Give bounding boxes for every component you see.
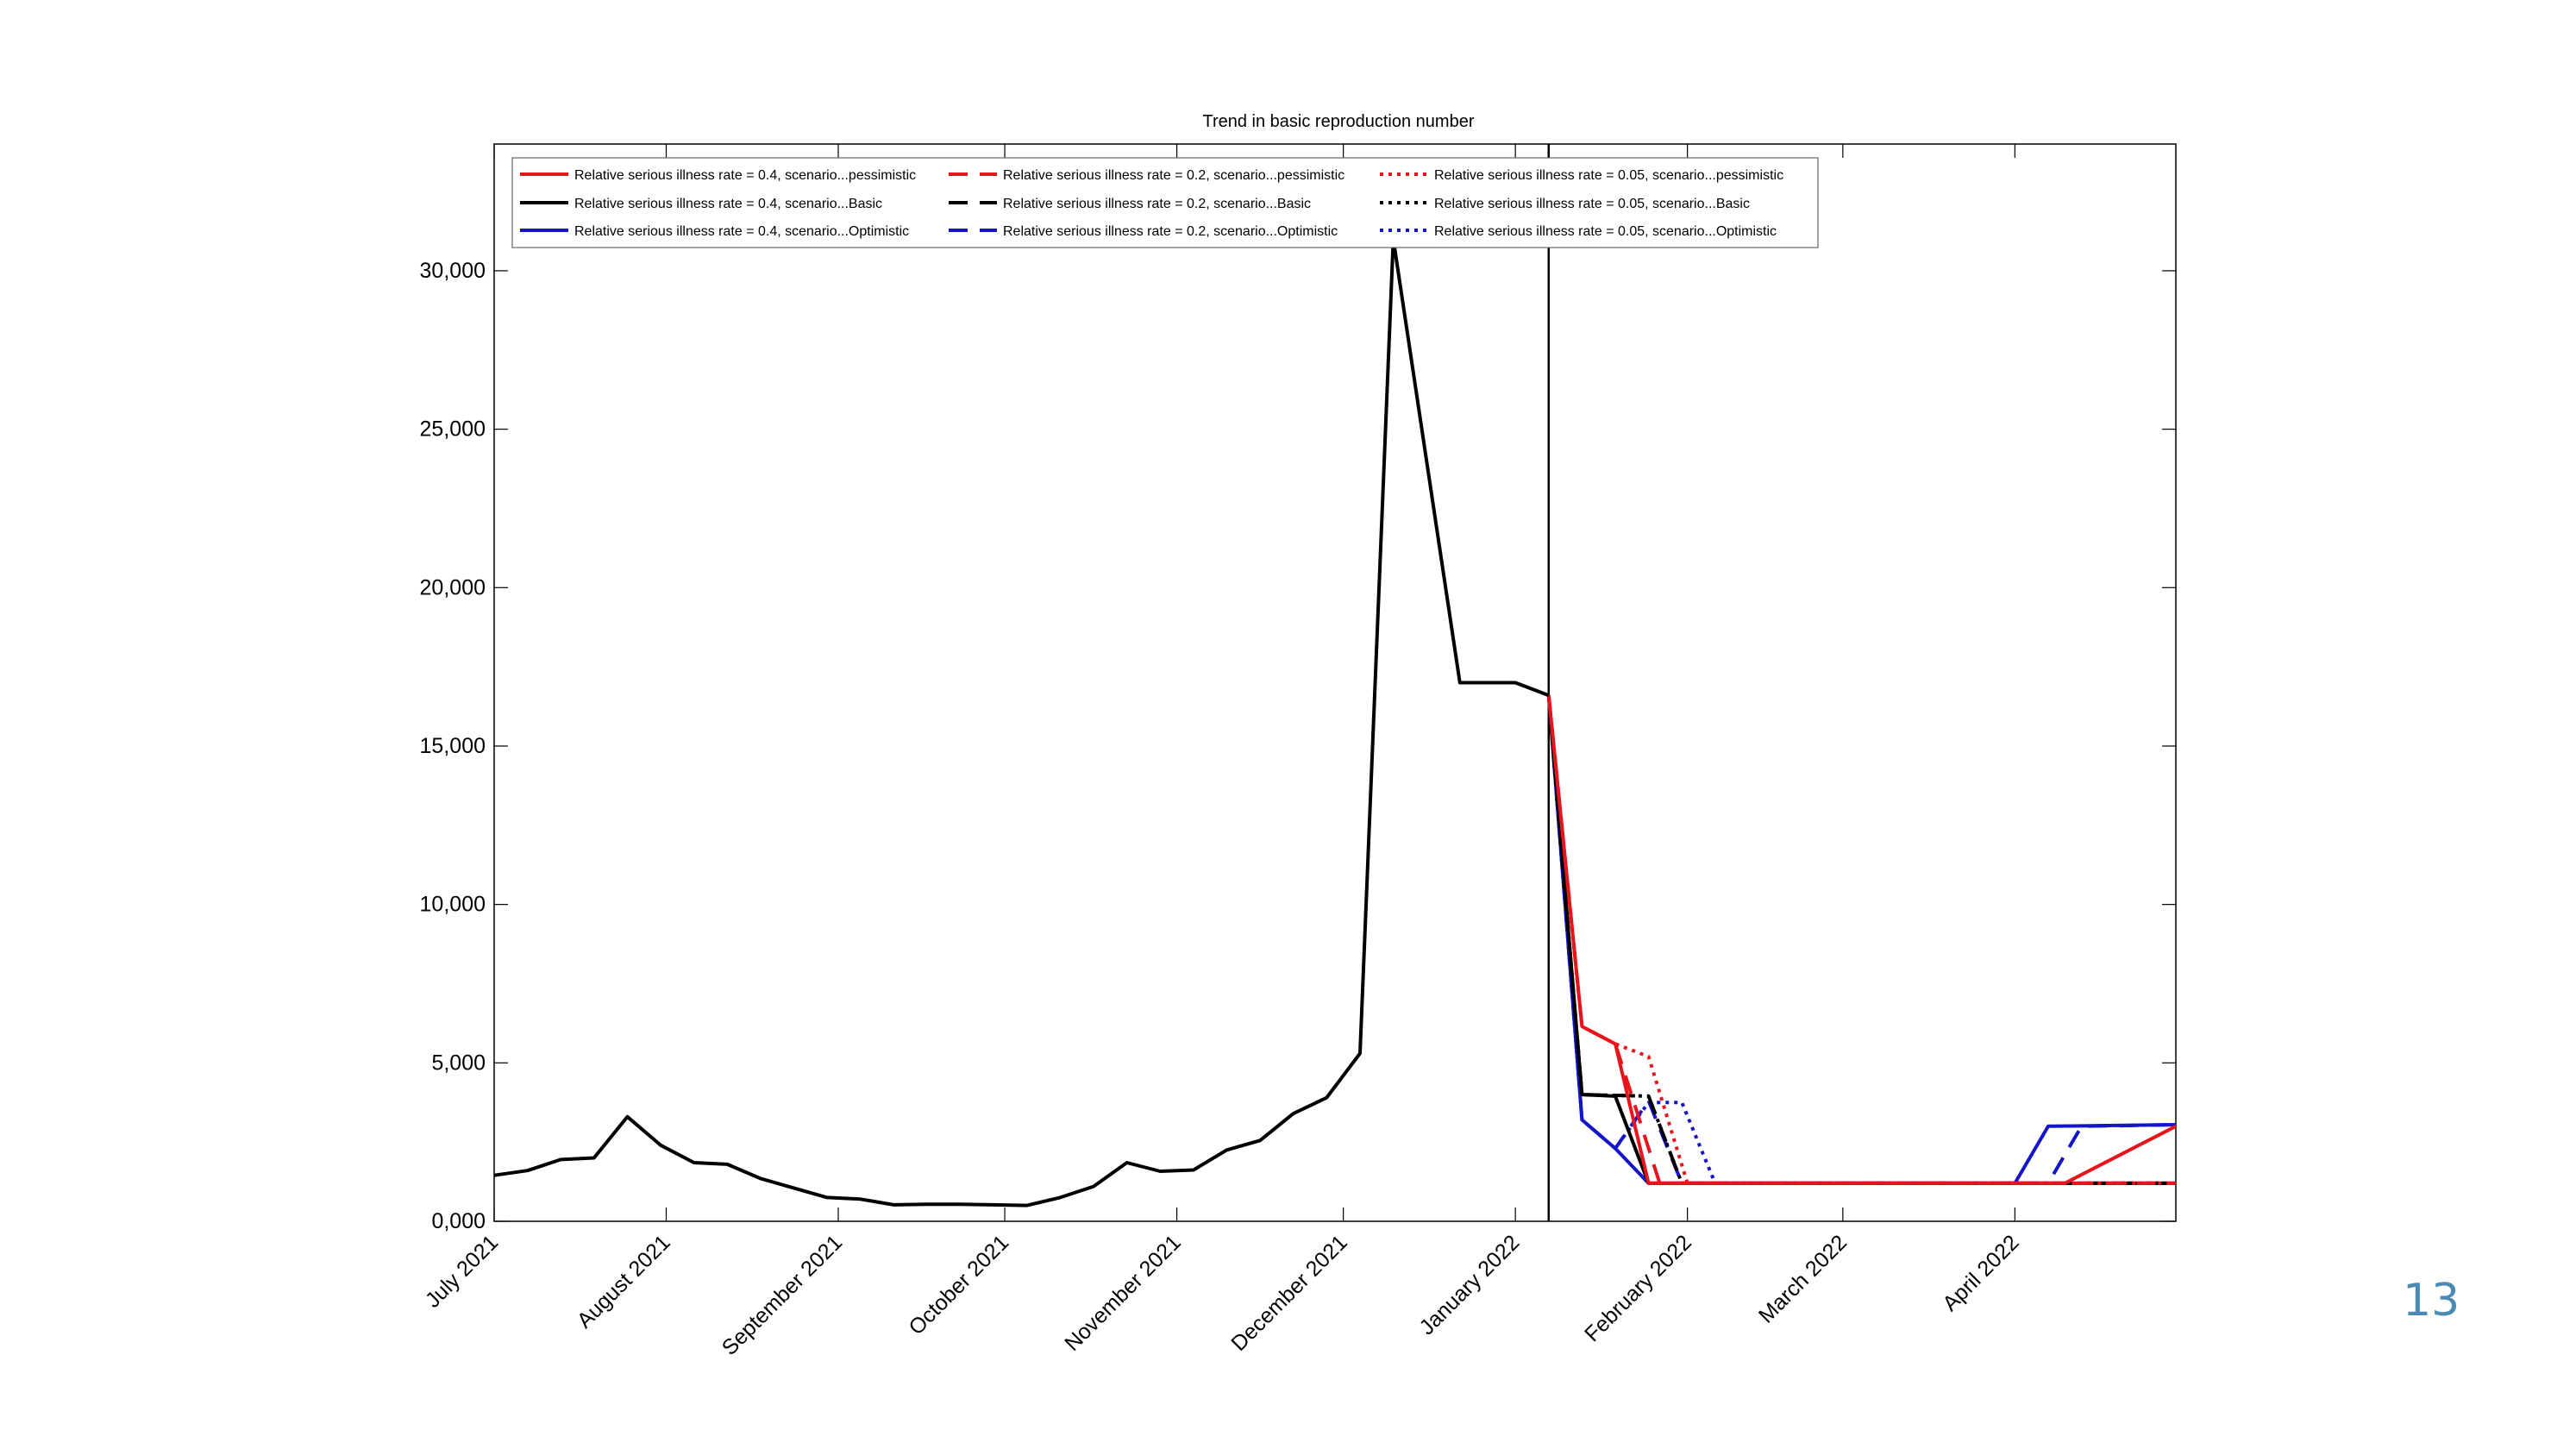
slide-number: 13 — [2403, 1275, 2460, 1327]
x-tick-label: November 2021 — [1060, 1230, 1186, 1356]
series-line — [1546, 695, 2176, 1185]
x-tick-label: October 2021 — [904, 1230, 1013, 1339]
y-tick-label: 30,000 — [420, 259, 486, 283]
x-axis: July 2021 August 2021 September 2021 Octobe… — [421, 144, 2024, 1360]
x-tick-label: September 2021 — [718, 1230, 848, 1360]
series-line — [1546, 695, 2176, 1185]
y-tick-label: 20,000 — [420, 575, 486, 599]
legend: Relative serious illness rate = 0.4, sce… — [511, 157, 1819, 248]
y-tick-label: 5,000 — [431, 1051, 486, 1075]
x-tick-label: July 2021 — [421, 1230, 503, 1312]
y-tick-label: 15,000 — [420, 734, 486, 758]
y-tick-label: 25,000 — [420, 417, 486, 442]
legend-label: Relative serious illness rate = 0.2, sce… — [1003, 197, 1311, 211]
legend-label: Relative serious illness rate = 0.05, sc… — [1434, 224, 1777, 239]
y-tick-label: 10,000 — [420, 893, 486, 917]
series-line — [1546, 694, 2176, 1185]
plot-area — [493, 143, 2177, 1222]
series-line — [1546, 695, 2176, 1185]
x-tick-label: December 2021 — [1226, 1230, 1352, 1356]
series-line — [1546, 695, 2176, 1185]
legend-label: Relative serious illness rate = 0.4, sce… — [574, 224, 909, 239]
legend-label: Relative serious illness rate = 0.2, sce… — [1003, 224, 1338, 239]
legend-label: Relative serious illness rate = 0.4, sce… — [574, 197, 882, 211]
y-axis: 0,000 5,000 10,000 15,000 20,000 25,000 30,000 — [420, 259, 2176, 1233]
series-layer — [493, 237, 2177, 1208]
series-line — [1546, 694, 2176, 1185]
legend-label: Relative serious illness rate = 0.05, sc… — [1434, 168, 1783, 183]
x-tick-label: February 2022 — [1580, 1230, 1696, 1346]
legend-box — [511, 157, 1819, 248]
legend-label: Relative serious illness rate = 0.4, sce… — [574, 168, 916, 183]
x-tick-label: August 2021 — [573, 1230, 675, 1333]
series-line — [1546, 695, 2177, 1185]
x-tick-label: January 2022 — [1414, 1230, 1524, 1339]
series-line — [1546, 695, 2177, 1185]
legend-label: Relative serious illness rate = 0.05, sc… — [1434, 197, 1750, 211]
chart-title: Trend in basic reproduction number — [1203, 112, 1475, 131]
legend-label: Relative serious illness rate = 0.2, sce… — [1003, 168, 1344, 183]
x-tick-label: April 2022 — [1938, 1230, 2023, 1315]
y-tick-label: 0,000 — [431, 1209, 486, 1233]
series-line — [1546, 694, 2177, 1185]
observed-line — [493, 237, 1550, 1208]
x-tick-label: March 2022 — [1754, 1230, 1852, 1327]
